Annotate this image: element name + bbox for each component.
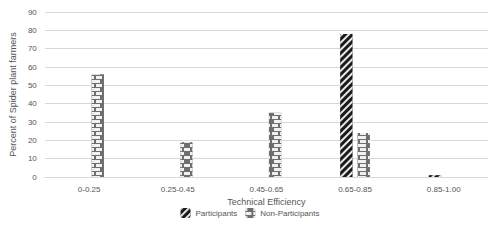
svg-text:0: 0 [32,173,37,182]
svg-text:0-0.25: 0-0.25 [78,185,101,194]
svg-text:0.85-1.00: 0.85-1.00 [427,185,461,194]
svg-text:90: 90 [28,8,37,17]
svg-text:Participants: Participants [196,209,238,218]
svg-text:0.25-0.45: 0.25-0.45 [161,185,195,194]
svg-text:30: 30 [28,118,37,127]
svg-text:10: 10 [28,154,37,163]
svg-text:Percent of Spider plant farmer: Percent of Spider plant farmers [8,32,18,157]
svg-text:80: 80 [28,26,37,35]
svg-text:20: 20 [28,136,37,145]
svg-text:0.65-0.85: 0.65-0.85 [338,185,372,194]
svg-text:40: 40 [28,99,37,108]
svg-text:70: 70 [28,44,37,53]
svg-text:Non-Participants: Non-Participants [260,209,319,218]
svg-text:50: 50 [28,81,37,90]
svg-text:60: 60 [28,63,37,72]
svg-text:Technical Efficiency: Technical Efficiency [227,197,306,207]
svg-text:0.45-0.65: 0.45-0.65 [249,185,283,194]
